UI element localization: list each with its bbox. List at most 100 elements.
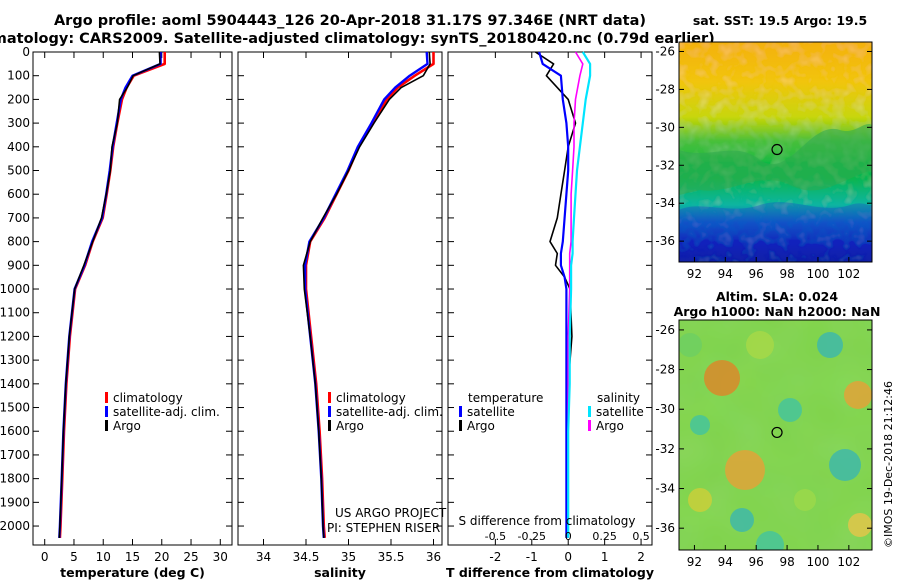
map-x-tick-label: 102 — [837, 555, 860, 569]
y-tick-label: 700 — [7, 211, 30, 225]
x-tick-label: 35 — [341, 550, 356, 564]
y-tick-label: 100 — [7, 69, 30, 83]
sla-anomaly-patch — [679, 333, 702, 357]
map-y-tick-label: -28 — [655, 363, 675, 377]
sla-anomaly-patch — [704, 360, 740, 396]
x-tick-label: 10 — [96, 550, 111, 564]
map-x-tick-label: 100 — [807, 267, 830, 281]
x-tick-label: 35.5 — [378, 550, 405, 564]
panel-diff: -2 -1 0 1 2T difference from climatology temp… — [446, 51, 654, 580]
legend-label: satellite-adj. clim. — [336, 405, 443, 419]
y-tick-label: 1500 — [0, 401, 30, 415]
map2-title-2: Argo h1000: NaN h2000: NaN — [674, 304, 881, 319]
title-line-1: Argo profile: aoml 5904443_126 20-Apr-20… — [54, 13, 646, 29]
map1-title: sat. SST: 19.5 Argo: 19.5 — [693, 13, 867, 28]
map-x-tick-label: 98 — [779, 555, 794, 569]
y-tick-label: 1100 — [0, 306, 30, 320]
legend-swatch — [105, 406, 108, 417]
x-tick-label: 34 — [256, 550, 271, 564]
sla-anomaly-patch — [778, 398, 802, 422]
sst-cold-band — [679, 202, 872, 262]
map-x-tick-label: 94 — [718, 267, 733, 281]
title-line-2: Climatology: CARS2009. Satellite-adjuste… — [0, 31, 715, 47]
series-line-argo — [302, 51, 431, 538]
y-tick-label: 1700 — [0, 448, 30, 462]
map-y-tick-label: -30 — [655, 402, 675, 416]
sla-anomaly-patch — [688, 488, 712, 512]
map-x-tick-label: 100 — [807, 555, 830, 569]
legend-label: satellite — [596, 405, 644, 419]
series-line-satellite-adj-clim- — [303, 51, 429, 538]
series-line-argo — [58, 51, 161, 538]
x-tick-label: 25 — [183, 550, 198, 564]
s-tick-label: 0.25 — [592, 530, 617, 543]
y-tick-label: 300 — [7, 116, 30, 130]
y-tick-label: 1400 — [0, 377, 30, 391]
profile-panels: 0100200300400500600700800900100011001200… — [0, 45, 654, 580]
sla-anomaly-patch — [756, 531, 784, 550]
s-tick-label: -0.5 — [485, 530, 506, 543]
sst-map: 92 94 96 98 100 102 -26 -28 -30 -32 -34 -36 — [655, 41, 873, 281]
sla-anomaly-patch — [829, 449, 861, 481]
sla-anomaly-patch — [817, 332, 843, 358]
sla-anomaly-patch — [794, 489, 816, 511]
x-tick-label: 36 — [426, 550, 441, 564]
x-tick-label: 0 — [41, 550, 49, 564]
y-tick-label: 1800 — [0, 472, 30, 486]
map-y-tick-label: -30 — [655, 120, 675, 134]
sla-anomaly-patch — [848, 513, 872, 537]
s-tick-label: 0.5 — [632, 530, 650, 543]
map-x-tick-label: 102 — [837, 267, 860, 281]
legend-label: satellite — [467, 405, 515, 419]
legend-swatch — [105, 392, 108, 403]
legend-temp-header: temperature — [468, 391, 543, 405]
credit-project: US ARGO PROJECT — [335, 506, 447, 520]
map-y-tick-label: -36 — [655, 521, 675, 535]
y-tick-label: 1900 — [0, 495, 30, 509]
sla-anomaly-patch — [730, 508, 754, 532]
sla-anomaly-patch — [690, 415, 710, 435]
legend-label: climatology — [113, 391, 183, 405]
y-tick-label: 2000 — [0, 519, 30, 533]
x-axis-label: salinity — [314, 565, 366, 580]
map-x-tick-label: 96 — [749, 267, 764, 281]
legend-label: Argo — [113, 419, 141, 433]
map-y-tick-label: -34 — [655, 196, 675, 210]
map2-title-1: Altim. SLA: 0.024 — [716, 289, 838, 304]
map-x-tick-label: 92 — [687, 555, 702, 569]
x-tick-label: 0 — [564, 550, 572, 564]
s-axis-label: S difference from climatology — [459, 514, 636, 528]
map2-frame — [678, 319, 873, 551]
argo-position-marker — [771, 143, 783, 156]
series-line-salinity-satellite — [567, 51, 592, 538]
s-tick-label: 0 — [565, 530, 572, 543]
map-y-tick-label: -36 — [655, 234, 675, 248]
map-x-tick-label: 96 — [749, 555, 764, 569]
sla-anomaly-patch — [844, 381, 872, 409]
map-y-tick-label: -34 — [655, 482, 675, 496]
x-tick-label: 1 — [601, 550, 609, 564]
y-tick-label: 900 — [7, 258, 30, 272]
y-tick-label: 1200 — [0, 329, 30, 343]
legend-swatch — [588, 420, 591, 431]
s-tick-label: -0.25 — [518, 530, 546, 543]
series-line-climatology — [58, 52, 166, 538]
x-tick-label: -2 — [489, 550, 501, 564]
x-tick-label: 15 — [125, 550, 140, 564]
panel-frame — [237, 51, 443, 546]
sla-anomaly-patch — [746, 331, 774, 359]
legend-swatch — [328, 420, 331, 431]
y-tick-label: 1300 — [0, 353, 30, 367]
y-tick-label: 500 — [7, 164, 30, 178]
sla-map: 92 94 96 98 100 102 -26 -28 -30 -32 -34 -36 — [655, 319, 873, 569]
sla-field — [679, 320, 872, 550]
x-tick-label: 5 — [70, 550, 78, 564]
y-tick-label: 0 — [22, 45, 30, 59]
map-y-tick-label: -28 — [655, 82, 675, 96]
x-axis-label: T difference from climatology — [446, 565, 654, 580]
legend-swatch — [459, 406, 462, 417]
legend-label: Argo — [467, 419, 495, 433]
y-tick-label: 200 — [7, 92, 30, 106]
legend-swatch — [328, 406, 331, 417]
